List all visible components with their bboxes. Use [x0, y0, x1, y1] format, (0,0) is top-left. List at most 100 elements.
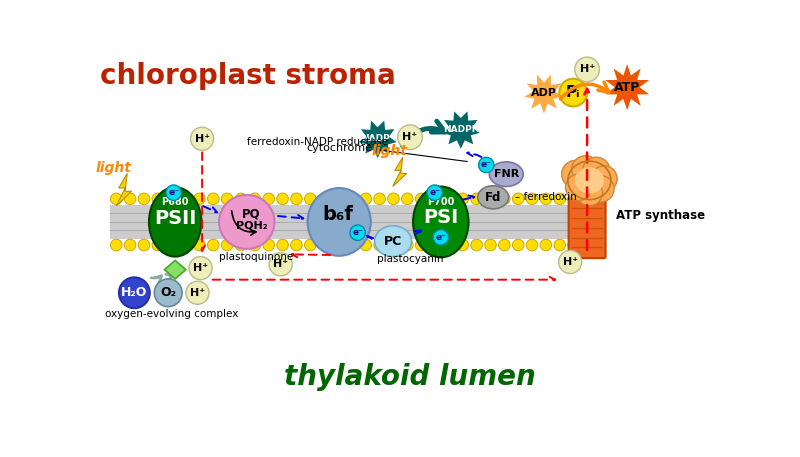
- Circle shape: [346, 193, 358, 205]
- Circle shape: [180, 239, 191, 251]
- FancyArrowPatch shape: [232, 211, 256, 235]
- Text: light: light: [371, 144, 407, 158]
- Circle shape: [485, 239, 496, 251]
- Ellipse shape: [478, 186, 509, 209]
- Text: NADPH: NADPH: [442, 125, 479, 134]
- Circle shape: [554, 239, 566, 251]
- Text: e⁻: e⁻: [435, 233, 446, 242]
- Polygon shape: [605, 64, 649, 110]
- Circle shape: [471, 193, 482, 205]
- Text: ATP: ATP: [614, 81, 640, 94]
- Circle shape: [190, 127, 214, 150]
- Circle shape: [485, 193, 496, 205]
- Circle shape: [430, 239, 441, 251]
- Text: H⁺: H⁺: [562, 257, 578, 267]
- Text: cytochrome: cytochrome: [306, 143, 372, 153]
- Circle shape: [430, 193, 441, 205]
- Circle shape: [263, 193, 274, 205]
- Text: thylakoid lumen: thylakoid lumen: [284, 363, 536, 392]
- Ellipse shape: [219, 195, 274, 249]
- Circle shape: [427, 185, 442, 200]
- Ellipse shape: [574, 167, 604, 193]
- Text: ADP: ADP: [531, 88, 557, 98]
- Ellipse shape: [374, 226, 411, 256]
- Polygon shape: [358, 121, 397, 158]
- FancyArrowPatch shape: [402, 121, 445, 146]
- Circle shape: [374, 239, 386, 251]
- Circle shape: [559, 79, 587, 106]
- Circle shape: [582, 193, 594, 205]
- Text: FNR: FNR: [494, 169, 519, 179]
- Circle shape: [332, 193, 344, 205]
- Circle shape: [554, 193, 566, 205]
- Text: PQH₂: PQH₂: [235, 221, 267, 231]
- Text: O₂: O₂: [160, 286, 176, 299]
- Circle shape: [305, 239, 316, 251]
- Circle shape: [388, 239, 399, 251]
- Circle shape: [290, 239, 302, 251]
- Circle shape: [305, 193, 316, 205]
- FancyArrowPatch shape: [561, 82, 609, 99]
- Text: H⁺: H⁺: [402, 132, 418, 142]
- Circle shape: [513, 239, 524, 251]
- Circle shape: [558, 250, 582, 274]
- Circle shape: [526, 193, 538, 205]
- Text: oxygen-evolving complex: oxygen-evolving complex: [105, 309, 238, 319]
- Circle shape: [124, 193, 136, 205]
- Circle shape: [110, 239, 122, 251]
- Circle shape: [415, 239, 427, 251]
- Text: chloroplast stroma: chloroplast stroma: [101, 62, 396, 90]
- Bar: [110, 205, 595, 239]
- Polygon shape: [164, 260, 186, 279]
- Text: H₂O: H₂O: [121, 286, 147, 299]
- Circle shape: [574, 57, 599, 82]
- Circle shape: [152, 239, 163, 251]
- Circle shape: [194, 193, 205, 205]
- Text: e⁻: e⁻: [168, 188, 179, 197]
- Circle shape: [498, 239, 510, 251]
- Text: e⁻: e⁻: [481, 160, 492, 170]
- Text: Pᵢ: Pᵢ: [566, 85, 581, 100]
- Circle shape: [350, 225, 366, 240]
- Circle shape: [263, 239, 274, 251]
- Ellipse shape: [149, 187, 202, 256]
- Circle shape: [576, 180, 602, 206]
- Circle shape: [154, 279, 182, 307]
- Ellipse shape: [490, 162, 523, 186]
- Circle shape: [513, 193, 524, 205]
- Circle shape: [207, 239, 219, 251]
- Circle shape: [152, 193, 163, 205]
- Circle shape: [415, 193, 427, 205]
- Circle shape: [443, 239, 454, 251]
- Text: PC: PC: [384, 235, 402, 248]
- Text: P680: P680: [162, 197, 189, 207]
- Circle shape: [566, 174, 592, 200]
- Circle shape: [110, 193, 122, 205]
- Polygon shape: [117, 173, 131, 206]
- Circle shape: [457, 239, 469, 251]
- Circle shape: [346, 239, 358, 251]
- Circle shape: [402, 193, 413, 205]
- Circle shape: [471, 239, 482, 251]
- Text: light: light: [96, 161, 131, 175]
- Circle shape: [402, 239, 413, 251]
- Circle shape: [318, 239, 330, 251]
- Text: H⁺: H⁺: [273, 259, 288, 269]
- Text: e⁻: e⁻: [352, 228, 363, 237]
- FancyArrowPatch shape: [151, 276, 162, 282]
- Text: NADP⁺: NADP⁺: [361, 134, 394, 143]
- Circle shape: [124, 239, 136, 251]
- Circle shape: [249, 239, 261, 251]
- Circle shape: [498, 193, 510, 205]
- Circle shape: [166, 193, 178, 205]
- Circle shape: [222, 239, 233, 251]
- Circle shape: [138, 239, 150, 251]
- Circle shape: [138, 193, 150, 205]
- Circle shape: [194, 239, 205, 251]
- Circle shape: [207, 193, 219, 205]
- Circle shape: [478, 157, 494, 173]
- Text: H⁺: H⁺: [193, 263, 208, 273]
- Text: Fd: Fd: [485, 191, 502, 204]
- Circle shape: [318, 193, 330, 205]
- Circle shape: [562, 160, 590, 188]
